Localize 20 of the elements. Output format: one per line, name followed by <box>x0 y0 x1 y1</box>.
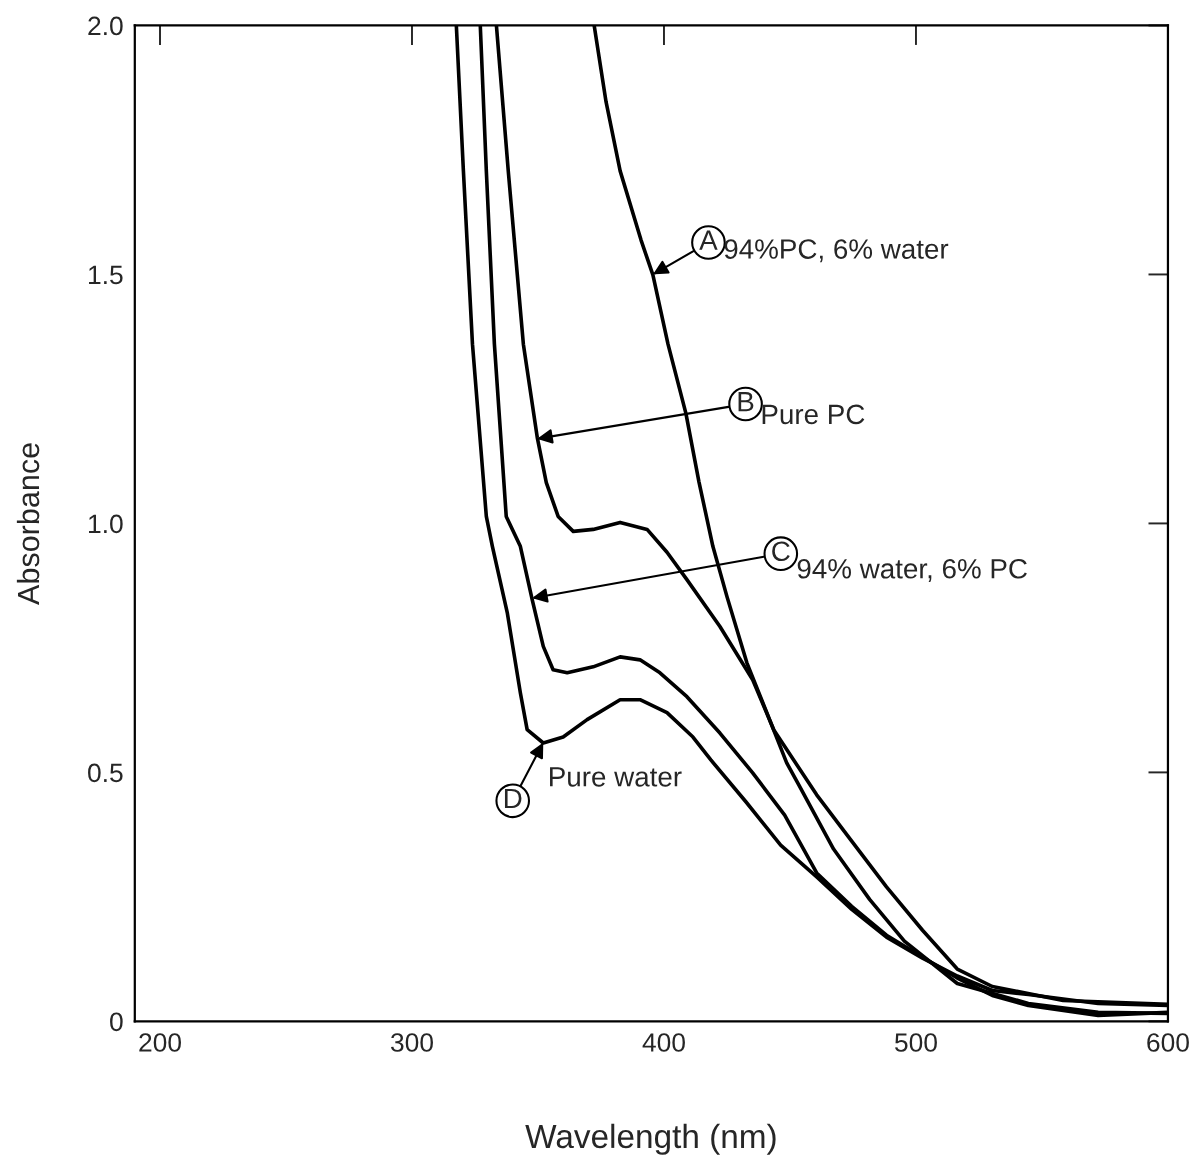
annotation: C <box>772 541 790 562</box>
x-tick-label: 400 <box>642 1033 685 1052</box>
x-tick-label: 300 <box>390 1033 433 1052</box>
annotation: Pure water <box>550 767 682 787</box>
annotation: B <box>738 392 754 412</box>
y-axis-title: Absorbance <box>16 443 40 605</box>
x-tick-label: 500 <box>895 1033 937 1052</box>
y-tick-label: 1.0 <box>89 514 123 534</box>
annotation: A <box>699 230 718 250</box>
y-tick-label: 2.0 <box>88 16 123 36</box>
annotation: D <box>504 788 522 809</box>
annotation: 94% water, 6% PC <box>797 558 1027 582</box>
x-tick-label: 200 <box>139 1033 181 1052</box>
x-tick-label: 600 <box>1147 1033 1189 1052</box>
annotation: Pure PC <box>762 404 865 425</box>
annotation: 94%PC, 6% water <box>724 239 949 263</box>
y-tick-label: 1.5 <box>89 265 123 285</box>
x-axis-title: Wavelength (nm) <box>525 1123 776 1155</box>
y-tick-label: 0 <box>110 1012 123 1032</box>
y-tick-label: 0.5 <box>88 763 123 783</box>
